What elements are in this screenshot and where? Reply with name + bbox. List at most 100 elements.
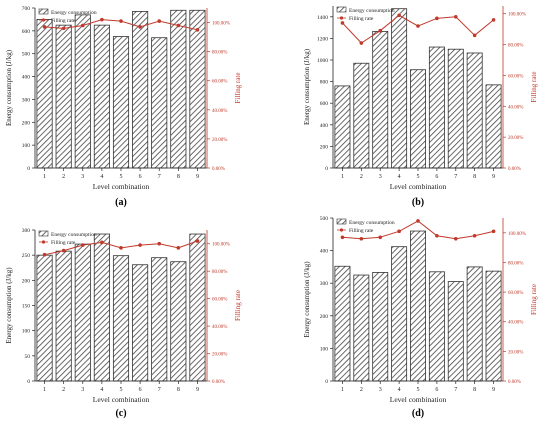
filling-rate-point: [359, 236, 364, 241]
filling-rate-point: [378, 235, 383, 240]
y-tick-label: 600: [320, 101, 329, 107]
filling-rate-point: [119, 19, 123, 23]
legend-marker-filling: [339, 228, 344, 232]
x-tick-label: 5: [417, 174, 420, 180]
legend-label-energy: Energy consumption: [51, 232, 97, 238]
y-tick-label: 100: [320, 346, 329, 352]
x-tick-label: 9: [196, 174, 199, 180]
x-tick-label: 2: [360, 387, 363, 393]
y2-tick-label: 60.00%: [508, 74, 523, 79]
x-tick-label: 7: [158, 174, 161, 180]
legend-label-energy: Energy consumption: [349, 220, 395, 226]
bar: [132, 264, 149, 382]
y-axis-title: Energy consumption (J/kg): [5, 49, 13, 126]
bar: [372, 30, 389, 169]
bar: [170, 261, 187, 382]
y-tick-label: 800: [320, 80, 329, 86]
bar: [112, 36, 130, 169]
y2-tick-label: 60.00%: [212, 298, 227, 303]
filling-rate-point: [453, 14, 458, 19]
y2-tick-label: 20.00%: [212, 138, 227, 143]
y2-tick-label: 60.00%: [212, 80, 227, 85]
filling-rate-point: [491, 18, 496, 22]
x-tick-label: 8: [177, 174, 180, 180]
legend-label-filling: Filling rate: [51, 240, 76, 246]
filling-rate-point: [100, 17, 104, 22]
legend-marker-filling: [41, 18, 46, 22]
y-tick-label: 600: [22, 29, 31, 35]
bar: [447, 48, 464, 169]
bar: [334, 265, 351, 382]
legend-label-energy: Energy consumption: [349, 8, 395, 14]
bar: [353, 62, 370, 169]
filling-rate-point: [340, 235, 345, 240]
bar: [151, 257, 168, 382]
panel-a: 0 100 200 300 400 500 600 700 0.00% 20.00% 40.00% 6…: [5, 6, 242, 208]
y2-tick-label: 20.00%: [508, 350, 523, 355]
bar: [93, 24, 110, 169]
y2-tick-label: 40.00%: [508, 321, 523, 326]
y-tick-label: 700: [22, 6, 31, 12]
filling-rate-point: [100, 240, 104, 245]
filling-rate-point: [397, 229, 401, 234]
legend-label-filling: Filling rate: [51, 18, 76, 24]
filling-rate-point: [195, 239, 200, 243]
x-tick-label: 9: [492, 174, 495, 180]
bar: [74, 243, 91, 382]
y-tick-label: 200: [22, 278, 31, 284]
x-tick-label: 9: [492, 387, 495, 393]
y-tick-label: 0: [27, 166, 30, 172]
y-tick-label: 400: [320, 249, 329, 255]
x-tick-label: 5: [120, 174, 123, 180]
x-tick-label: 3: [379, 174, 382, 180]
filling-rate-point: [176, 23, 181, 28]
y2-tick-label: 0.00%: [212, 167, 225, 172]
bar: [55, 250, 72, 382]
y-tick-label: 500: [22, 52, 31, 58]
x-tick-label: 3: [81, 174, 84, 180]
y2-tick-label: 0.00%: [508, 380, 521, 385]
bar: [189, 233, 206, 382]
y2-tick-label: 20.00%: [508, 136, 523, 141]
bar: [466, 266, 483, 382]
panel-label: (b): [412, 197, 424, 208]
y2-tick-label: 0.00%: [508, 167, 521, 172]
panel-b: 0 200 400 600 800 1000 1200 1400 0.00% 20.00% 40.0…: [303, 6, 538, 208]
y-axis-title: Energy consumption (J/kg): [303, 48, 311, 125]
filling-rate-point: [416, 219, 420, 223]
bar: [372, 272, 389, 382]
bar: [466, 52, 483, 169]
y-tick-label: 150: [22, 304, 31, 310]
y-tick-label: 50: [25, 354, 31, 360]
x-tick-label: 8: [177, 387, 180, 393]
filling-rate-point: [138, 243, 142, 247]
y2-tick-label: 80.00%: [212, 51, 227, 56]
filling-rate-point: [61, 248, 66, 253]
y-tick-label: 400: [320, 123, 329, 129]
panel-c: 0 50 100 150 200 250 300 0.00% 20.00% 40.00% 60.00…: [5, 228, 242, 419]
bar: [112, 255, 130, 382]
bar: [93, 233, 110, 382]
x-axis-title: Level combination: [93, 395, 150, 404]
filling-rate-point: [340, 21, 345, 25]
bar: [410, 69, 426, 169]
y2-axis-title: Filling rate: [530, 284, 538, 315]
x-tick-label: 1: [43, 387, 46, 393]
filling-rate-point: [80, 243, 85, 247]
bar: [485, 84, 502, 169]
filling-rate-point: [472, 33, 477, 38]
y-tick-label: 0: [325, 379, 328, 385]
x-axis-title: Level combination: [93, 182, 150, 191]
x-tick-label: 1: [43, 174, 46, 180]
y2-tick-label: 80.00%: [212, 270, 227, 275]
y-tick-label: 1200: [317, 36, 328, 42]
filling-rate-point: [359, 41, 364, 45]
legend-swatch-energy: [38, 8, 49, 15]
x-axis-title: Level combination: [390, 182, 447, 191]
x-tick-label: 6: [139, 387, 142, 393]
y-tick-label: 1400: [317, 15, 328, 21]
x-tick-label: 9: [196, 387, 199, 393]
x-tick-label: 7: [454, 174, 457, 180]
x-tick-label: 1: [341, 387, 344, 393]
